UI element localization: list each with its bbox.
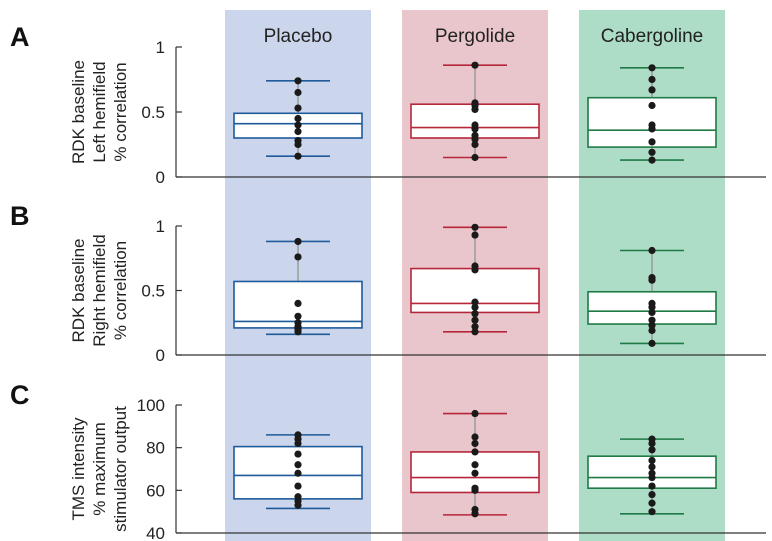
data-point	[294, 300, 301, 307]
group-label-pergolide: Pergolide	[435, 26, 515, 47]
y-axis-label-line: RDK baseline	[69, 60, 88, 164]
y-axis-label: TMS intensity% maximum stimulator output	[69, 406, 130, 532]
data-point	[294, 89, 301, 96]
y-axis-label: RDK baseline Right hemifield% correlation	[69, 234, 130, 346]
data-point	[648, 440, 655, 447]
data-point	[294, 450, 301, 457]
data-point	[294, 121, 301, 128]
y-axis-label: RDK baseline Left hemifield% correlation	[69, 60, 130, 164]
data-point	[648, 474, 655, 481]
data-point	[648, 157, 655, 164]
data-point	[471, 266, 478, 273]
data-point	[648, 457, 655, 464]
data-point	[648, 247, 655, 254]
data-point	[471, 448, 478, 455]
data-point	[294, 440, 301, 447]
panel-letter: A	[10, 22, 30, 52]
data-point	[648, 277, 655, 284]
data-point	[648, 86, 655, 93]
data-point	[648, 508, 655, 515]
y-tick-label: 0	[156, 168, 165, 187]
data-point	[471, 487, 478, 494]
data-point	[294, 328, 301, 335]
data-point	[648, 500, 655, 507]
data-point	[471, 304, 478, 311]
panel-letter: B	[10, 201, 30, 231]
data-point	[648, 125, 655, 132]
data-point	[294, 461, 301, 468]
y-tick-label: 1	[156, 217, 165, 236]
data-point	[471, 141, 478, 148]
data-point	[471, 470, 478, 477]
data-point	[648, 76, 655, 83]
data-point	[648, 340, 655, 347]
data-point	[648, 482, 655, 489]
data-point	[294, 253, 301, 260]
data-point	[648, 102, 655, 109]
data-point	[471, 433, 478, 440]
y-tick-label: 40	[146, 524, 165, 541]
y-tick-label: 0.5	[141, 103, 165, 122]
data-point	[294, 115, 301, 122]
data-point	[471, 510, 478, 517]
y-axis-label-line: % maximum	[90, 422, 109, 516]
data-point	[648, 327, 655, 334]
data-point	[471, 231, 478, 238]
data-point	[471, 440, 478, 447]
y-axis-label-line: Right hemifield	[90, 234, 109, 346]
y-tick-label: 80	[146, 439, 165, 458]
y-tick-label: 0.5	[141, 282, 165, 301]
data-point	[294, 313, 301, 320]
y-axis-label-line: % correlation	[111, 241, 130, 340]
data-point	[471, 317, 478, 324]
data-point	[648, 64, 655, 71]
y-tick-label: 1	[156, 38, 165, 57]
data-point	[471, 224, 478, 231]
data-point	[471, 154, 478, 161]
data-point	[471, 461, 478, 468]
data-point	[294, 470, 301, 477]
data-point	[648, 309, 655, 316]
data-point	[471, 125, 478, 132]
data-point	[294, 128, 301, 135]
data-point	[294, 141, 301, 148]
data-point	[294, 153, 301, 160]
group-label-cabergoline: Cabergoline	[601, 26, 703, 47]
group-labels: Placebo Pergolide Cabergoline	[264, 26, 704, 47]
y-tick-label: 0	[156, 346, 165, 365]
data-point	[294, 77, 301, 84]
y-axis-label-line: TMS intensity	[69, 417, 88, 520]
y-tick-label: 60	[146, 481, 165, 500]
data-point	[471, 410, 478, 417]
group-label-placebo: Placebo	[264, 26, 333, 47]
y-axis-label-line: % correlation	[111, 62, 130, 161]
data-point	[648, 446, 655, 453]
data-point	[471, 106, 478, 113]
data-point	[471, 328, 478, 335]
data-point	[471, 310, 478, 317]
data-point	[294, 238, 301, 245]
data-point	[648, 491, 655, 498]
y-axis-label-line: stimulator output	[111, 406, 130, 532]
panel-letter: C	[10, 380, 30, 410]
data-point	[648, 463, 655, 470]
data-point	[648, 138, 655, 145]
data-point	[648, 149, 655, 156]
data-point	[294, 502, 301, 509]
y-axis-label-line: RDK baseline	[69, 239, 88, 343]
data-point	[294, 105, 301, 112]
data-point	[294, 482, 301, 489]
y-axis-label-line: Left hemifield	[90, 61, 109, 162]
data-point	[471, 62, 478, 69]
y-tick-label: 100	[137, 396, 165, 415]
